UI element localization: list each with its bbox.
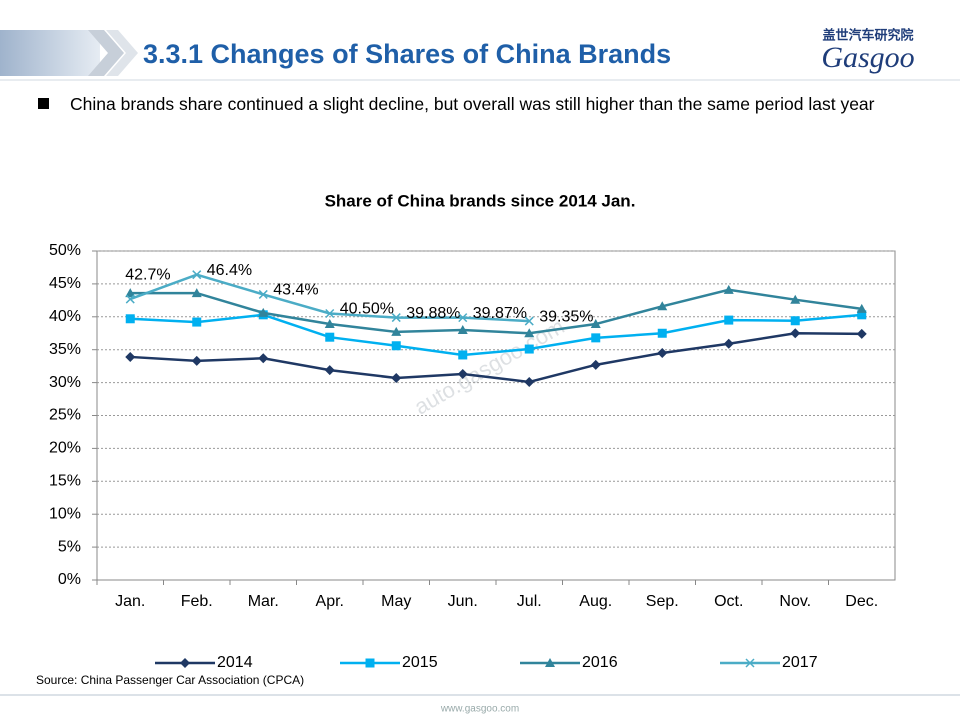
point [391,372,402,383]
x-tick-label: May [381,593,411,610]
x-tick-label: Dec. [845,593,878,610]
y-tick-label: 30% [49,374,81,391]
watermark: auto.gasgoo.com [410,314,569,420]
point [458,350,468,360]
point [657,301,668,311]
series-line [130,313,862,357]
series-line [130,288,862,335]
point [391,326,402,336]
point [365,658,375,668]
x-tick-label: Jul. [517,593,542,610]
x-tick-label: Oct. [714,593,743,610]
data-label: 40.50% [340,301,394,318]
point [524,376,535,387]
point [857,310,867,320]
point [391,313,401,323]
data-label: 46.4% [207,262,252,279]
point [391,341,401,351]
point [524,328,535,338]
y-tick-label: 50% [49,242,81,259]
plot-frame [96,250,896,581]
point [723,284,734,294]
point [524,316,534,326]
y-tick-label: 10% [49,505,81,522]
point [745,658,755,668]
footer: www.gasgoo.com [440,704,519,715]
data-label: 39.87% [473,305,527,322]
data-label: 42.7% [125,266,170,283]
chevron [88,30,124,76]
point [591,333,601,343]
point [125,351,136,362]
page-title: 3.3.1 Changes of Shares of China Brands [143,39,671,69]
y-tick-label: 5% [58,538,81,555]
logo-en: Gasgoo [821,41,914,74]
x-tick-label: Sep. [646,593,679,610]
point [325,308,335,319]
x-tick-label: Mar. [248,593,279,610]
point [192,317,202,327]
y-tick-label: 45% [49,275,81,292]
point [856,303,867,313]
y-tick-label: 0% [58,571,81,588]
point [856,328,867,339]
bullet-text: China brands share continued a slight de… [70,94,875,114]
y-tick-label: 15% [49,473,81,490]
y-tick-label: 40% [49,308,81,325]
chevron [106,30,138,76]
x-tick-label: Apr. [316,593,344,610]
point [790,328,801,339]
point [258,307,269,317]
point [457,324,468,334]
point [125,288,136,298]
point [324,365,335,376]
point [790,316,800,326]
series-line [130,331,862,384]
point [545,658,555,667]
point [790,294,801,304]
x-tick-label: Aug. [579,593,612,610]
legend-label: 2017 [782,654,818,671]
logo-cn: 盖世汽车研究院 [822,27,913,42]
point [457,369,468,380]
point [192,270,202,280]
legend-label: 2015 [402,654,438,671]
point [258,289,268,299]
point [458,313,468,323]
legend-label: 2016 [582,654,618,671]
point [125,314,135,324]
y-tick-label: 25% [49,407,81,424]
point [325,332,335,342]
y-tick-label: 35% [49,341,81,358]
point [723,338,734,349]
data-label: 43.4% [273,282,318,299]
source: Source: China Passenger Car Association … [36,673,304,687]
x-tick-label: Jun. [448,593,478,610]
point [524,344,534,354]
x-tick-label: Jan. [115,593,145,610]
legend-label: 2014 [217,654,253,671]
x-tick-label: Nov. [779,593,811,610]
chart-title: Share of China brands since 2014 Jan. [325,191,636,210]
point [590,319,601,329]
point [191,288,202,298]
point [258,353,269,364]
point [324,319,335,329]
point [590,359,601,370]
header-band [0,30,100,76]
data-label: 39.88% [406,305,460,322]
point [191,355,202,366]
data-label: 39.35% [539,308,593,325]
point [724,315,734,325]
point [657,328,667,338]
point [125,294,135,304]
point [657,347,668,358]
point [180,658,190,668]
x-tick-label: Feb. [181,593,213,610]
y-tick-label: 20% [49,440,81,457]
bullet-marker [38,98,49,109]
